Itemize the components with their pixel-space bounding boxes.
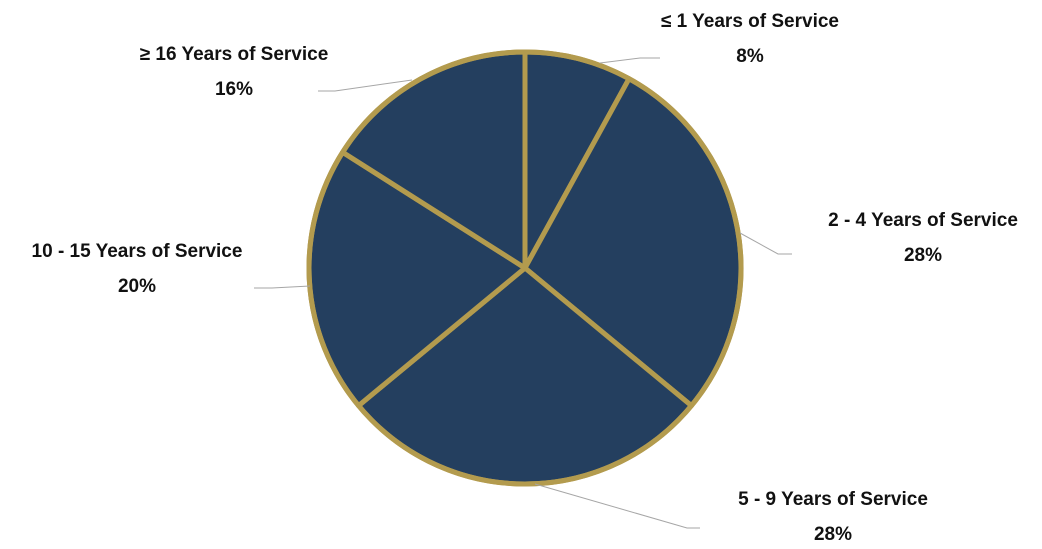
slices-layer — [306, 49, 744, 487]
pie-outline — [306, 49, 744, 487]
leader-line-1 — [739, 232, 792, 255]
slice-value-label-4: 16% — [215, 79, 253, 100]
slice-label-4: ≥ 16 Years of Service — [140, 44, 329, 65]
leader-line-0 — [599, 57, 660, 64]
slice-value-label-1: 28% — [904, 245, 942, 266]
slice-label-1: 2 - 4 Years of Service — [828, 210, 1018, 231]
leader-lines-layer — [254, 57, 792, 529]
slice-value-label-3: 20% — [118, 276, 156, 297]
slice-label-2: 5 - 9 Years of Service — [738, 489, 928, 510]
leader-line-2 — [534, 483, 700, 529]
slice-label-3: 10 - 15 Years of Service — [32, 241, 243, 262]
slice-value-label-2: 28% — [814, 524, 852, 544]
labels-layer: ≤ 1 Years of Service 8% 2 - 4 Years of S… — [32, 11, 1018, 545]
leader-line-3 — [254, 285, 311, 289]
slice-label-0: ≤ 1 Years of Service — [661, 11, 839, 32]
leader-line-4 — [318, 79, 413, 92]
slice-value-label-0: 8% — [736, 46, 764, 67]
